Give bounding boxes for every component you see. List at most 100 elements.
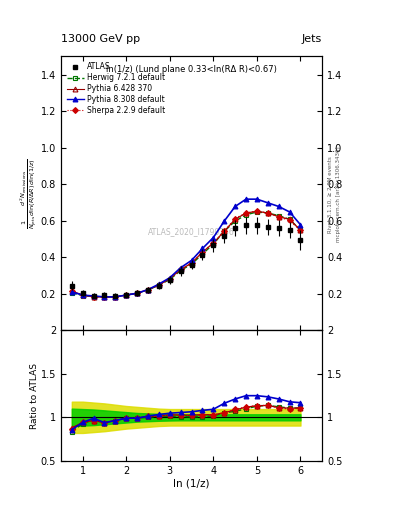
Pythia 6.428 370 bbox=[91, 294, 96, 300]
Sherpa 2.2.9 default bbox=[287, 217, 292, 223]
Herwig 7.2.1 default bbox=[233, 218, 237, 224]
Herwig 7.2.1 default bbox=[244, 212, 248, 218]
Pythia 6.428 370 bbox=[124, 292, 129, 298]
Sherpa 2.2.9 default bbox=[156, 282, 161, 288]
Pythia 8.308 default bbox=[167, 274, 172, 281]
Herwig 7.2.1 default bbox=[70, 290, 74, 296]
Legend: ATLAS, Herwig 7.2.1 default, Pythia 6.428 370, Pythia 8.308 default, Sherpa 2.2.: ATLAS, Herwig 7.2.1 default, Pythia 6.42… bbox=[65, 60, 167, 117]
Pythia 6.428 370 bbox=[244, 210, 248, 216]
Pythia 6.428 370 bbox=[135, 290, 140, 296]
Herwig 7.2.1 default bbox=[222, 228, 227, 234]
Pythia 8.308 default bbox=[70, 289, 74, 295]
Herwig 7.2.1 default bbox=[156, 282, 161, 288]
Sherpa 2.2.9 default bbox=[233, 216, 237, 222]
Herwig 7.2.1 default bbox=[200, 251, 205, 257]
Pythia 6.428 370 bbox=[178, 266, 183, 272]
Sherpa 2.2.9 default bbox=[146, 287, 151, 293]
Pythia 8.308 default bbox=[80, 292, 85, 298]
Line: Sherpa 2.2.9 default: Sherpa 2.2.9 default bbox=[70, 209, 303, 299]
Pythia 8.308 default bbox=[146, 287, 151, 293]
Herwig 7.2.1 default bbox=[124, 292, 129, 298]
Herwig 7.2.1 default bbox=[102, 294, 107, 300]
Sherpa 2.2.9 default bbox=[113, 294, 118, 300]
Pythia 6.428 370 bbox=[70, 288, 74, 294]
Pythia 8.308 default bbox=[244, 196, 248, 202]
Pythia 8.308 default bbox=[113, 294, 118, 300]
Sherpa 2.2.9 default bbox=[102, 294, 107, 300]
Line: Pythia 6.428 370: Pythia 6.428 370 bbox=[70, 209, 303, 300]
Herwig 7.2.1 default bbox=[113, 294, 118, 300]
Pythia 6.428 370 bbox=[156, 282, 161, 288]
Pythia 8.308 default bbox=[233, 203, 237, 209]
Sherpa 2.2.9 default bbox=[167, 275, 172, 282]
Sherpa 2.2.9 default bbox=[222, 228, 227, 234]
Line: Herwig 7.2.1 default: Herwig 7.2.1 default bbox=[70, 209, 303, 300]
Sherpa 2.2.9 default bbox=[70, 288, 74, 294]
Herwig 7.2.1 default bbox=[167, 276, 172, 283]
Pythia 6.428 370 bbox=[189, 260, 194, 266]
Text: ATLAS_2020_I1790256: ATLAS_2020_I1790256 bbox=[148, 227, 235, 236]
Sherpa 2.2.9 default bbox=[244, 210, 248, 216]
Text: 13000 GeV pp: 13000 GeV pp bbox=[61, 33, 140, 44]
Pythia 6.428 370 bbox=[113, 294, 118, 300]
Pythia 6.428 370 bbox=[80, 292, 85, 298]
Y-axis label: Ratio to ATLAS: Ratio to ATLAS bbox=[30, 362, 39, 429]
Sherpa 2.2.9 default bbox=[276, 214, 281, 220]
Herwig 7.2.1 default bbox=[189, 261, 194, 267]
Sherpa 2.2.9 default bbox=[91, 294, 96, 300]
Pythia 6.428 370 bbox=[146, 287, 151, 293]
Pythia 8.308 default bbox=[91, 293, 96, 299]
Pythia 6.428 370 bbox=[102, 294, 107, 300]
Pythia 8.308 default bbox=[124, 292, 129, 298]
Sherpa 2.2.9 default bbox=[135, 290, 140, 296]
Pythia 6.428 370 bbox=[265, 210, 270, 216]
Pythia 6.428 370 bbox=[200, 249, 205, 255]
Herwig 7.2.1 default bbox=[287, 216, 292, 222]
Pythia 8.308 default bbox=[222, 218, 227, 224]
Text: mcplots.cern.ch [arXiv:1306.3436]: mcplots.cern.ch [arXiv:1306.3436] bbox=[336, 147, 341, 242]
Herwig 7.2.1 default bbox=[265, 210, 270, 216]
Pythia 6.428 370 bbox=[233, 216, 237, 222]
Herwig 7.2.1 default bbox=[178, 267, 183, 273]
Herwig 7.2.1 default bbox=[91, 293, 96, 300]
Pythia 6.428 370 bbox=[222, 228, 227, 234]
X-axis label: ln (1/z): ln (1/z) bbox=[173, 478, 210, 488]
Sherpa 2.2.9 default bbox=[200, 249, 205, 255]
Pythia 8.308 default bbox=[276, 203, 281, 209]
Pythia 8.308 default bbox=[298, 222, 303, 228]
Pythia 8.308 default bbox=[200, 245, 205, 251]
Herwig 7.2.1 default bbox=[255, 209, 259, 215]
Sherpa 2.2.9 default bbox=[211, 240, 216, 246]
Sherpa 2.2.9 default bbox=[178, 266, 183, 272]
Pythia 8.308 default bbox=[255, 196, 259, 202]
Pythia 8.308 default bbox=[135, 290, 140, 296]
Herwig 7.2.1 default bbox=[298, 227, 303, 233]
Pythia 8.308 default bbox=[102, 294, 107, 300]
Pythia 6.428 370 bbox=[276, 214, 281, 220]
Pythia 6.428 370 bbox=[255, 208, 259, 215]
Pythia 8.308 default bbox=[178, 265, 183, 271]
Text: Jets: Jets bbox=[302, 33, 322, 44]
Herwig 7.2.1 default bbox=[146, 287, 151, 293]
Sherpa 2.2.9 default bbox=[255, 208, 259, 215]
Sherpa 2.2.9 default bbox=[124, 292, 129, 298]
Sherpa 2.2.9 default bbox=[80, 292, 85, 298]
Pythia 6.428 370 bbox=[298, 227, 303, 233]
Herwig 7.2.1 default bbox=[135, 290, 140, 296]
Text: ln(1/z) (Lund plane 0.33<ln(RΔ R)<0.67): ln(1/z) (Lund plane 0.33<ln(RΔ R)<0.67) bbox=[106, 65, 277, 74]
Pythia 8.308 default bbox=[211, 234, 216, 241]
Text: Rivet 3.1.10, ≥ 2.9M events: Rivet 3.1.10, ≥ 2.9M events bbox=[328, 156, 333, 233]
Pythia 6.428 370 bbox=[287, 216, 292, 222]
Pythia 6.428 370 bbox=[211, 240, 216, 246]
Pythia 8.308 default bbox=[265, 200, 270, 206]
Herwig 7.2.1 default bbox=[80, 292, 85, 298]
Sherpa 2.2.9 default bbox=[298, 227, 303, 233]
Pythia 8.308 default bbox=[287, 209, 292, 215]
Pythia 8.308 default bbox=[189, 258, 194, 264]
Line: Pythia 8.308 default: Pythia 8.308 default bbox=[70, 197, 303, 300]
Sherpa 2.2.9 default bbox=[189, 260, 194, 266]
Y-axis label: $\frac{1}{N_\mathrm{jets}}\frac{d^2 N_\mathrm{emissions}}{d\ln(R/\Delta R)\,d\ln: $\frac{1}{N_\mathrm{jets}}\frac{d^2 N_\m… bbox=[18, 158, 39, 229]
Herwig 7.2.1 default bbox=[211, 241, 216, 247]
Pythia 6.428 370 bbox=[167, 275, 172, 282]
Sherpa 2.2.9 default bbox=[265, 210, 270, 216]
